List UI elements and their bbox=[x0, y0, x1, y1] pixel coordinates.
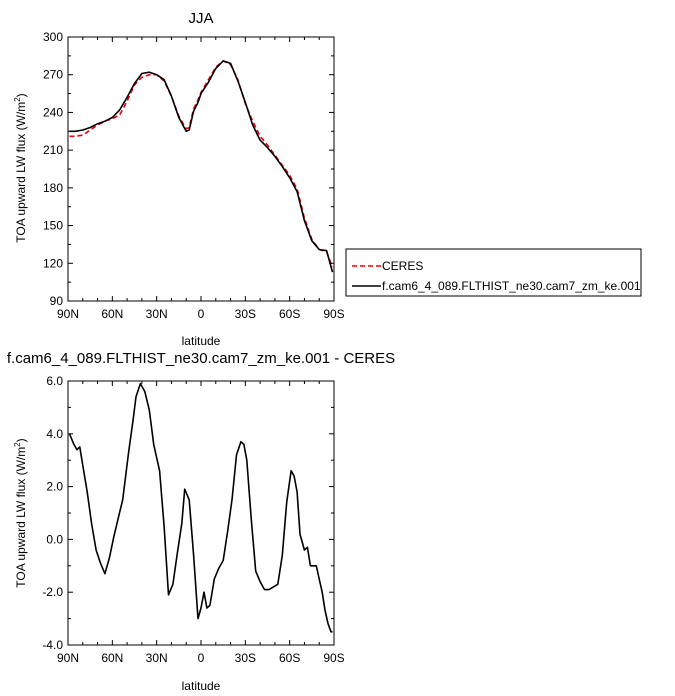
top-y-tick-label: 300 bbox=[43, 30, 63, 44]
top-y-axis-label-close: ) bbox=[14, 93, 28, 97]
bottom-x-tick-label: 30N bbox=[146, 651, 168, 665]
bottom-y-axis-label-close: ) bbox=[14, 438, 28, 442]
bottom-y-tick-label: 4.0 bbox=[46, 427, 63, 441]
legend-label-ceres: CERES bbox=[382, 259, 423, 273]
bottom-x-tick-label: 30S bbox=[235, 651, 256, 665]
top-y-axis-label-sup: 2 bbox=[13, 97, 22, 102]
bottom-x-tick-label: 90N bbox=[57, 651, 79, 665]
bottom-x-axis-label: latitude bbox=[182, 679, 221, 693]
legend: CERES f.cam6_4_089.FLTHIST_ne30.cam7_zm_… bbox=[345, 248, 642, 297]
bottom-y-tick-label: 6.0 bbox=[46, 374, 63, 388]
top-chart-title: JJA bbox=[188, 10, 213, 27]
top-x-tick-label: 90S bbox=[323, 307, 344, 321]
top-plot-frame bbox=[67, 36, 335, 302]
bottom-y-tick-label: 2.0 bbox=[46, 480, 63, 494]
bottom-chart-title: f.cam6_4_089.FLTHIST_ne30.cam7_zm_ke.001… bbox=[7, 350, 395, 367]
bottom-x-tick-label: 60S bbox=[279, 651, 300, 665]
top-x-tick-label: 0 bbox=[198, 307, 205, 321]
bottom-x-tick-label: 90S bbox=[323, 651, 344, 665]
top-y-axis-label-main: TOA upward LW flux (W/m bbox=[14, 102, 28, 243]
bottom-y-axis-label-sup: 2 bbox=[13, 442, 22, 447]
top-y-tick-label: 210 bbox=[43, 143, 63, 157]
top-y-tick-label: 240 bbox=[43, 105, 63, 119]
top-y-tick-label: 180 bbox=[43, 181, 63, 195]
bottom-y-tick-label: -4.0 bbox=[42, 638, 63, 652]
bottom-y-axis-label: TOA upward LW flux (W/m2) bbox=[13, 438, 28, 587]
top-series-line-1 bbox=[69, 60, 334, 273]
top-x-tick-label: 60N bbox=[101, 307, 123, 321]
bottom-series-line-0 bbox=[68, 382, 333, 633]
top-x-tick-label: 90N bbox=[57, 307, 79, 321]
legend-box bbox=[345, 248, 642, 297]
bottom-panel: f.cam6_4_089.FLTHIST_ne30.cam7_zm_ke.001… bbox=[7, 350, 395, 693]
bottom-x-tick-label: 60N bbox=[101, 651, 123, 665]
top-panel: JJA 90N 60N 30N 0 30S 60S 90S 90 120 150 180 210 240… bbox=[13, 10, 345, 348]
top-x-tick-label: 30S bbox=[235, 307, 256, 321]
bottom-y-tick-label: -2.0 bbox=[42, 585, 63, 599]
top-y-tick-label: 150 bbox=[43, 219, 63, 233]
top-y-axis-label: TOA upward LW flux (W/m2) bbox=[13, 93, 28, 242]
top-y-tick-label: 270 bbox=[43, 68, 63, 82]
top-x-tick-label: 60S bbox=[279, 307, 300, 321]
top-y-tick-label: 90 bbox=[50, 294, 64, 308]
top-x-axis-label: latitude bbox=[182, 334, 221, 348]
bottom-plot-area: 90N 60N 30N 0 30S 60S 90S -4.0 -2.0 0.0 2.0 4.0 6.0 bbox=[42, 374, 344, 665]
top-plot-area: 90N 60N 30N 0 30S 60S 90S 90 120 150 180 210 240 270 3… bbox=[43, 30, 345, 321]
top-x-tick-label: 30N bbox=[146, 307, 168, 321]
bottom-y-axis-label-main: TOA upward LW flux (W/m bbox=[14, 447, 28, 588]
bottom-y-tick-label: 0.0 bbox=[46, 532, 63, 546]
legend-label-model: f.cam6_4_089.FLTHIST_ne30.cam7_zm_ke.001 bbox=[382, 279, 641, 293]
top-y-tick-label: 120 bbox=[43, 256, 63, 270]
bottom-x-tick-label: 0 bbox=[198, 651, 205, 665]
top-series-line-0 bbox=[69, 60, 334, 268]
